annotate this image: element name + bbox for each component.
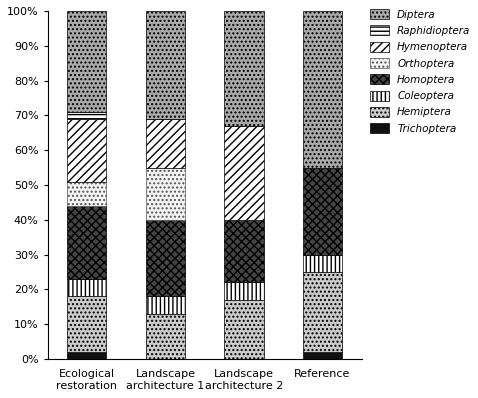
Bar <box>67 297 107 352</box>
Bar <box>146 168 185 220</box>
Bar <box>146 297 185 314</box>
Bar <box>303 255 342 272</box>
Bar <box>67 11 107 112</box>
Bar <box>67 206 107 279</box>
Bar <box>67 352 107 359</box>
Bar <box>224 126 263 220</box>
Bar <box>146 220 185 297</box>
Bar <box>224 220 263 283</box>
Legend: Diptera, Raphidioptera, Hymenoptera, Orthoptera, Homoptera, Coleoptera, Hemipter: Diptera, Raphidioptera, Hymenoptera, Ort… <box>370 9 470 134</box>
Bar <box>224 300 263 359</box>
Bar <box>224 11 263 126</box>
Bar <box>67 119 107 181</box>
Bar <box>146 119 185 168</box>
Bar <box>303 11 342 168</box>
Bar <box>67 279 107 297</box>
Bar <box>303 352 342 359</box>
Bar <box>303 272 342 352</box>
Bar <box>146 314 185 359</box>
Bar <box>224 283 263 300</box>
Bar <box>146 11 185 119</box>
Bar <box>303 168 342 255</box>
Bar <box>67 112 107 119</box>
Bar <box>67 181 107 206</box>
